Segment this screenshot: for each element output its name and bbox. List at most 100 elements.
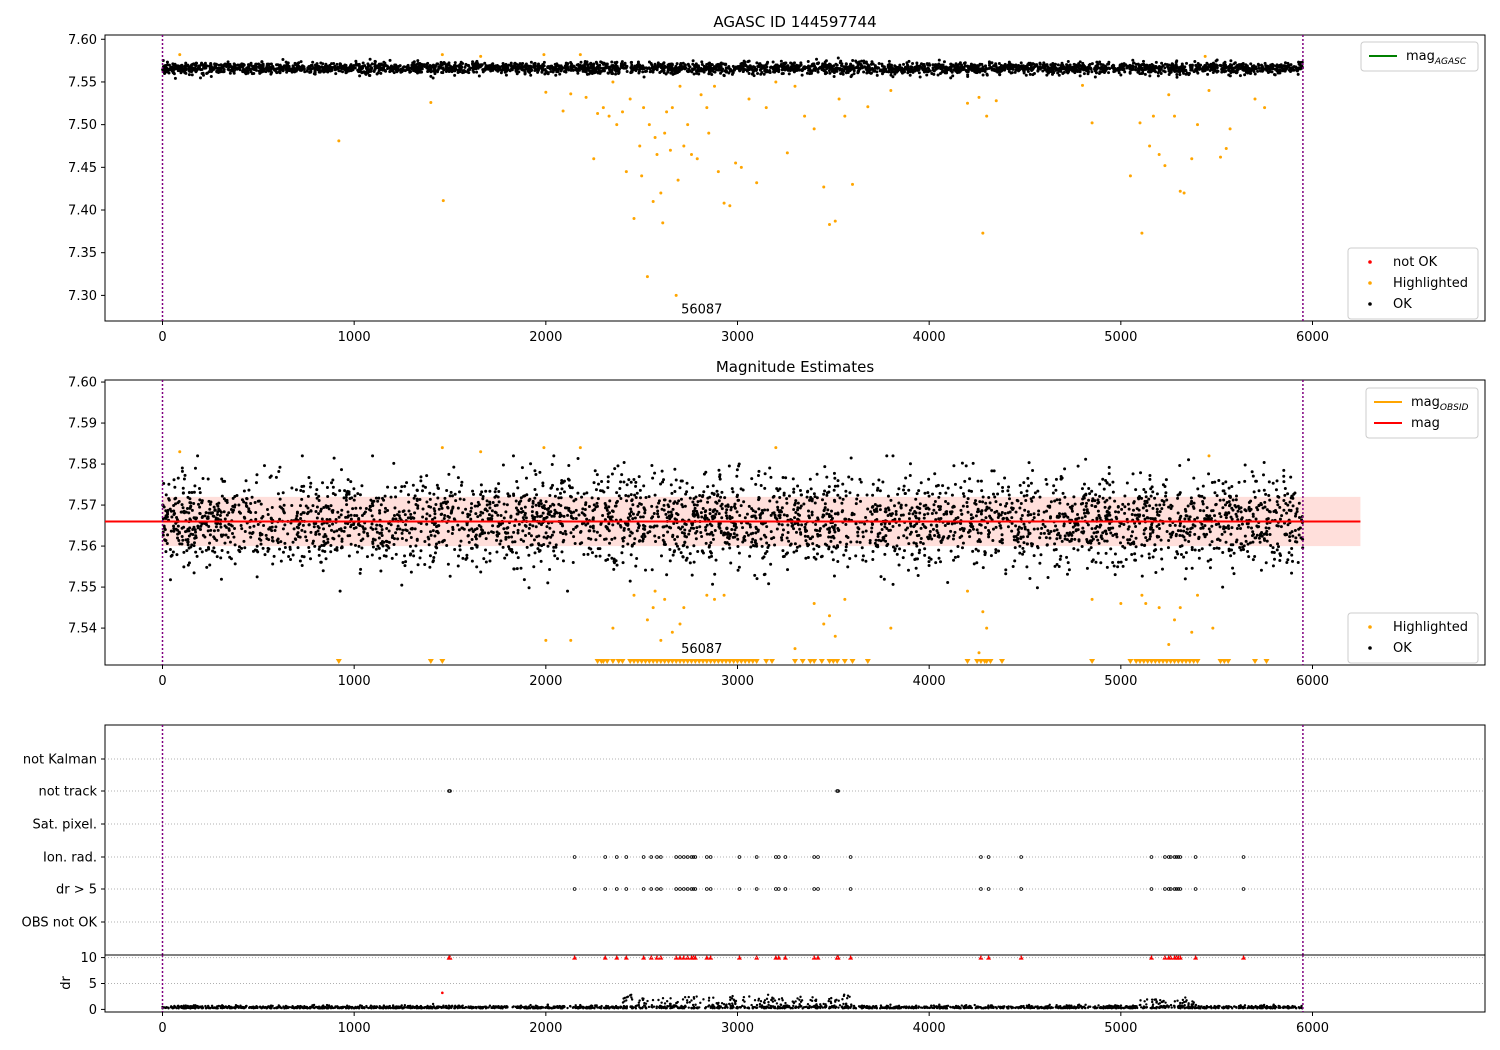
ok-point bbox=[1235, 68, 1239, 72]
ok-point bbox=[1024, 73, 1028, 77]
ok-point bbox=[1121, 68, 1125, 72]
ok-point bbox=[254, 517, 258, 521]
ok-point bbox=[611, 523, 615, 527]
ok-point bbox=[541, 481, 545, 485]
ok-point bbox=[763, 486, 767, 490]
ok-point bbox=[823, 72, 827, 76]
ok-point bbox=[1283, 493, 1287, 497]
ok-point bbox=[932, 69, 936, 73]
ok-point bbox=[339, 65, 343, 69]
ok-point bbox=[870, 530, 874, 534]
ok-point bbox=[641, 70, 645, 74]
ok-point bbox=[778, 495, 782, 499]
ok-point bbox=[1063, 534, 1067, 538]
ok-point bbox=[1151, 506, 1155, 510]
ok-point bbox=[1095, 67, 1099, 71]
ok-point bbox=[775, 500, 779, 504]
ok-point bbox=[1260, 69, 1264, 73]
ok-point bbox=[1131, 67, 1135, 71]
ok-point bbox=[1136, 70, 1140, 74]
ok-point bbox=[1078, 74, 1082, 78]
ok-point bbox=[1174, 60, 1178, 64]
ok-point bbox=[255, 544, 259, 548]
ok-point bbox=[469, 506, 473, 510]
ok-point bbox=[204, 511, 208, 515]
ok-point bbox=[421, 489, 425, 493]
ok-point bbox=[486, 531, 490, 535]
ok-point bbox=[1085, 66, 1089, 70]
ok-point bbox=[785, 64, 789, 68]
ok-point bbox=[776, 505, 780, 509]
ok-point bbox=[179, 71, 183, 75]
ok-point bbox=[1049, 63, 1053, 67]
ok-point bbox=[1080, 516, 1084, 520]
ok-point bbox=[908, 73, 912, 77]
ok-point bbox=[976, 549, 980, 553]
ok-point bbox=[484, 66, 488, 70]
ok-point bbox=[613, 68, 617, 72]
ok-point bbox=[596, 497, 600, 501]
ok-point bbox=[911, 62, 915, 66]
ok-point bbox=[1032, 527, 1036, 531]
ok-point bbox=[453, 66, 457, 70]
ok-point bbox=[1184, 509, 1188, 513]
ok-point bbox=[458, 544, 462, 548]
highlighted-point bbox=[542, 53, 546, 57]
ok-point bbox=[675, 62, 679, 66]
ok-point bbox=[921, 542, 925, 546]
ok-point bbox=[293, 61, 297, 65]
ok-point bbox=[595, 473, 599, 477]
ok-point bbox=[746, 60, 750, 64]
ok-point bbox=[835, 69, 839, 73]
ok-point bbox=[661, 67, 665, 71]
ok-point bbox=[374, 547, 378, 551]
ok-point bbox=[1212, 547, 1216, 551]
ok-point bbox=[1173, 556, 1177, 560]
ok-point bbox=[935, 66, 939, 70]
ok-point bbox=[1144, 490, 1148, 494]
ok-point bbox=[916, 67, 920, 71]
ok-point bbox=[942, 60, 946, 64]
ok-point bbox=[411, 549, 415, 553]
highlighted-point bbox=[624, 170, 628, 174]
ok-point bbox=[576, 63, 580, 67]
ok-point bbox=[1086, 72, 1090, 76]
ok-point bbox=[343, 489, 347, 493]
ok-point bbox=[205, 565, 209, 569]
ok-point bbox=[757, 507, 761, 511]
ok-point bbox=[451, 505, 455, 509]
ok-point bbox=[823, 465, 827, 469]
ok-point bbox=[454, 499, 458, 503]
ok-point bbox=[785, 536, 789, 540]
ok-point bbox=[1127, 507, 1131, 511]
ok-point bbox=[373, 67, 377, 71]
ok-point bbox=[1072, 547, 1076, 551]
ok-point bbox=[254, 66, 258, 70]
ok-point bbox=[490, 63, 494, 67]
ok-point bbox=[367, 74, 371, 78]
ok-point bbox=[735, 474, 739, 478]
ok-point bbox=[502, 502, 506, 506]
ok-point bbox=[1229, 71, 1233, 75]
ok-point bbox=[1254, 65, 1258, 69]
ok-point bbox=[878, 508, 882, 512]
ok-point bbox=[216, 528, 220, 532]
ok-point bbox=[981, 67, 985, 71]
ok-point bbox=[1282, 474, 1286, 478]
ok-point bbox=[1007, 67, 1011, 71]
ok-point bbox=[742, 500, 746, 504]
ok-point bbox=[584, 501, 588, 505]
ok-point bbox=[656, 515, 660, 519]
ok-point bbox=[306, 67, 310, 71]
ok-point bbox=[346, 66, 350, 70]
ok-point bbox=[1275, 64, 1279, 68]
ok-point bbox=[1103, 529, 1107, 533]
highlighted-point bbox=[755, 181, 759, 185]
ok-point bbox=[522, 539, 526, 543]
ok-point bbox=[415, 69, 419, 73]
ok-point bbox=[1071, 530, 1075, 534]
ok-point bbox=[569, 66, 573, 70]
ok-point bbox=[1147, 556, 1151, 560]
ok-point bbox=[1299, 536, 1303, 540]
ok-point bbox=[906, 71, 910, 75]
